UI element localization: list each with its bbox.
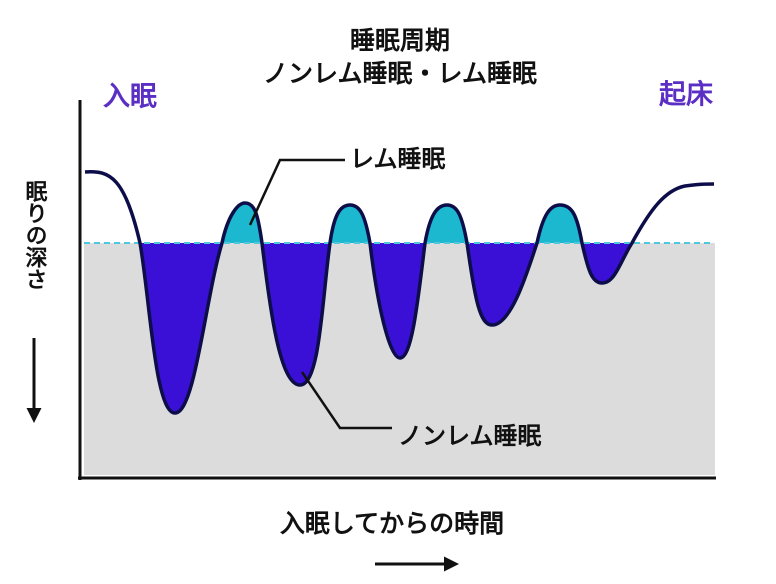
title-line1: 睡眠周期	[350, 26, 450, 55]
nonrem-label: ノンレム睡眠	[398, 422, 542, 450]
x-axis-label: 入眠してからの時間	[280, 509, 504, 538]
rem-label: レム睡眠	[350, 145, 446, 173]
rem-leader	[248, 158, 345, 226]
title-line2: ノンレム睡眠・レム睡眠	[263, 59, 537, 88]
start-label: 入眠	[103, 82, 157, 113]
nonrem-leader	[300, 371, 392, 430]
end-label: 起床	[659, 79, 713, 111]
sleep-curve	[84, 169, 715, 415]
y-axis-label: 眠りの深さ	[22, 180, 48, 290]
rem-fill	[140, 203, 632, 243]
